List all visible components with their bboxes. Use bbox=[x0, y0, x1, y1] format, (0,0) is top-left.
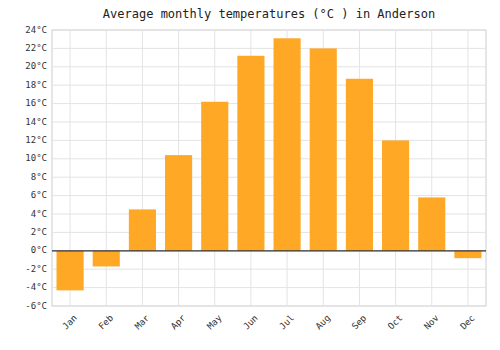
chart: -6°C -4°C -2°C 0°C 2°C 4°C 6°C 8°C 10°C 12°C 14°C 1… bbox=[0, 0, 500, 350]
y-grid-line bbox=[52, 158, 486, 159]
bar bbox=[201, 102, 228, 251]
bar bbox=[382, 140, 409, 250]
x-tick-label: May bbox=[205, 312, 224, 331]
y-tick-label: -4°C bbox=[25, 282, 47, 292]
y-tick-label: 16°C bbox=[25, 98, 47, 108]
bar bbox=[310, 48, 337, 250]
y-tick-label: 20°C bbox=[25, 61, 47, 71]
y-grid-line bbox=[52, 66, 486, 67]
y-grid-line bbox=[52, 140, 486, 141]
y-grid-line bbox=[52, 177, 486, 178]
baseline bbox=[52, 250, 486, 251]
bar bbox=[454, 251, 481, 258]
y-tick-label: 14°C bbox=[25, 117, 47, 127]
y-tick-label: 22°C bbox=[25, 43, 47, 53]
y-tick-label: 10°C bbox=[25, 153, 47, 163]
x-grid-line bbox=[431, 30, 432, 306]
y-tick-label: 8°C bbox=[31, 172, 47, 182]
x-tick-label: Feb bbox=[97, 313, 116, 332]
bar bbox=[274, 38, 301, 251]
chart-container: -6°C -4°C -2°C 0°C 2°C 4°C 6°C 8°C 10°C 12°C 14°C 1… bbox=[0, 0, 500, 350]
y-tick-label: 2°C bbox=[31, 227, 47, 237]
plot-area bbox=[52, 30, 486, 306]
y-grid-line bbox=[52, 48, 486, 49]
y-grid-line bbox=[52, 306, 486, 307]
y-axis: -6°C -4°C -2°C 0°C 2°C 4°C 6°C 8°C 10°C 12°C 14°C 1… bbox=[25, 25, 47, 311]
y-grid-line bbox=[52, 195, 486, 196]
y-grid-line bbox=[52, 85, 486, 86]
y-tick-label: 24°C bbox=[25, 25, 47, 35]
y-tick-label: 4°C bbox=[31, 209, 47, 219]
y-tick-label: -2°C bbox=[25, 264, 47, 274]
bar bbox=[237, 56, 264, 251]
y-tick-label: -6°C bbox=[25, 301, 47, 311]
x-tick-label: Oct bbox=[386, 313, 405, 332]
x-tick-label: Jul bbox=[277, 313, 296, 332]
y-grid-line bbox=[52, 122, 486, 123]
bar bbox=[93, 251, 120, 267]
x-tick-label: Aug bbox=[314, 313, 333, 332]
x-tick-label: Nov bbox=[422, 313, 441, 332]
y-grid-line bbox=[52, 250, 486, 251]
grid bbox=[52, 30, 486, 306]
title: Average monthly temperatures (°C ) in An… bbox=[103, 7, 435, 21]
y-grid-line bbox=[52, 269, 486, 270]
x-tick-label: Mar bbox=[133, 312, 152, 331]
x-tick-label: Jan bbox=[60, 313, 79, 332]
bar bbox=[129, 209, 156, 250]
y-grid-line bbox=[52, 103, 486, 104]
x-grid-line bbox=[467, 30, 468, 306]
bar bbox=[165, 155, 192, 251]
y-tick-label: 0°C bbox=[31, 245, 47, 255]
x-tick-label: Sep bbox=[350, 313, 369, 332]
x-grid-line bbox=[142, 30, 143, 306]
bars bbox=[52, 38, 486, 290]
y-tick-label: 18°C bbox=[25, 80, 47, 90]
x-tick-label: Jun bbox=[241, 313, 260, 332]
bar bbox=[57, 251, 84, 291]
bar bbox=[418, 197, 445, 250]
y-tick-label: 6°C bbox=[31, 190, 47, 200]
y-grid-line bbox=[52, 287, 486, 288]
y-tick-label: 12°C bbox=[25, 135, 47, 145]
y-grid-line bbox=[52, 30, 486, 31]
x-tick-label: Dec bbox=[458, 313, 477, 332]
x-axis: Jan Feb Mar Apr May Jun Jul Aug Sep Oct Nov Dec bbox=[60, 312, 476, 331]
bar bbox=[346, 79, 373, 251]
x-tick-label: Apr bbox=[169, 312, 188, 331]
